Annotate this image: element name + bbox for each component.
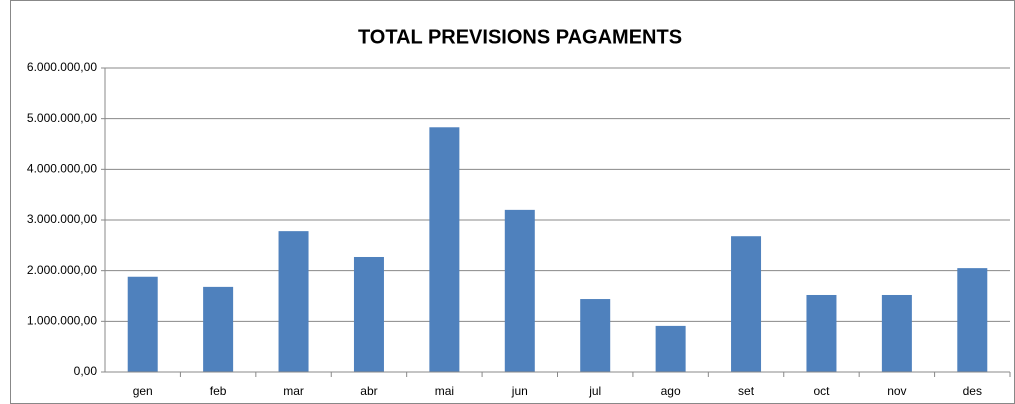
x-tick-label: set bbox=[738, 384, 755, 398]
x-tick-label: des bbox=[963, 384, 982, 398]
bar bbox=[731, 236, 762, 372]
bar bbox=[353, 256, 384, 372]
bar bbox=[957, 268, 988, 372]
chart-title: TOTAL PREVISIONS PAGAMENTS bbox=[358, 26, 682, 48]
bar bbox=[655, 325, 686, 372]
y-tick-label: 4.000.000,00 bbox=[27, 162, 97, 176]
y-tick-label: 6.000.000,00 bbox=[27, 60, 97, 74]
x-tick-label: feb bbox=[210, 384, 227, 398]
x-tick-label: ago bbox=[661, 384, 681, 398]
bar bbox=[429, 127, 460, 372]
y-tick-label: 3.000.000,00 bbox=[27, 212, 97, 226]
y-tick-label: 0,00 bbox=[74, 364, 98, 378]
bar bbox=[127, 276, 158, 372]
bar bbox=[504, 209, 535, 372]
x-tick-label: jun bbox=[511, 384, 528, 398]
x-tick-label: mar bbox=[283, 384, 304, 398]
y-tick-label: 2.000.000,00 bbox=[27, 263, 97, 277]
x-tick-label: oct bbox=[813, 384, 830, 398]
bar bbox=[881, 294, 912, 372]
bar bbox=[278, 231, 309, 372]
bar bbox=[203, 286, 234, 372]
x-tick-label: jul bbox=[588, 384, 601, 398]
bar bbox=[580, 299, 611, 372]
y-tick-label: 1.000.000,00 bbox=[27, 314, 97, 328]
x-tick-label: nov bbox=[887, 384, 906, 398]
x-tick-label: gen bbox=[133, 384, 153, 398]
x-tick-label: abr bbox=[360, 384, 377, 398]
x-tick-label: mai bbox=[435, 384, 454, 398]
y-tick-label: 5.000.000,00 bbox=[27, 111, 97, 125]
bar bbox=[806, 294, 837, 372]
